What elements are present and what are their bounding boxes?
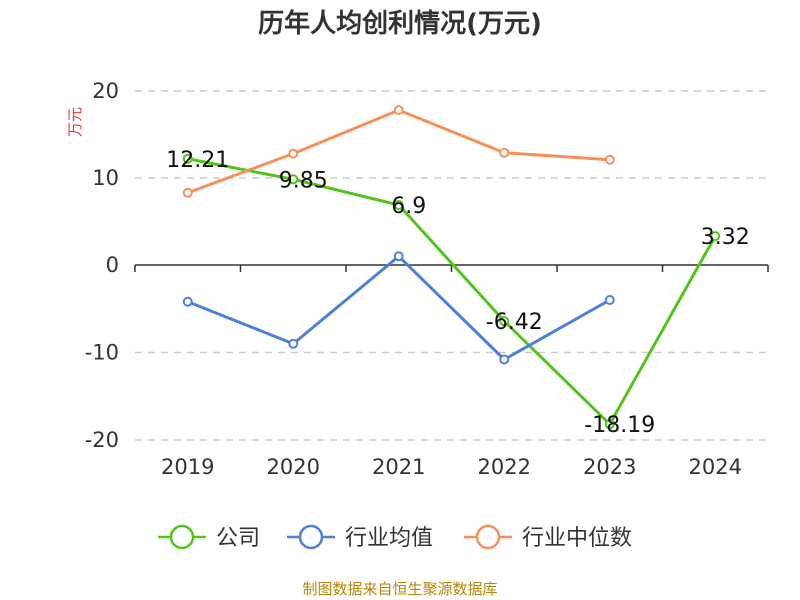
x-tick-label: 2022 (478, 455, 531, 479)
data-point (182, 187, 193, 198)
data-point (604, 154, 615, 165)
series-group (182, 105, 721, 430)
data-source: 制图数据来自恒生聚源数据库 (302, 580, 497, 598)
data-point (182, 296, 193, 307)
data-label: 12.21 (166, 148, 229, 173)
grid-lines (135, 90, 768, 441)
data-point (288, 174, 299, 185)
y-tick-label: 10 (92, 166, 119, 190)
y-axis-unit: 万元 (66, 107, 84, 137)
x-tick-label: 2020 (267, 455, 320, 479)
data-label: 6.9 (391, 194, 426, 219)
series-line (187, 254, 611, 361)
x-axis (134, 264, 769, 272)
data-point (499, 147, 510, 158)
data-label: 9.85 (279, 168, 328, 193)
x-tick-label: 2021 (372, 455, 425, 479)
x-tick-label: 2024 (689, 455, 742, 479)
series-line (187, 157, 717, 426)
y-tick-label: -10 (85, 341, 119, 365)
data-point (288, 338, 299, 349)
series-line (187, 108, 610, 195)
data-point (604, 295, 615, 305)
y-tick-label: 20 (92, 79, 119, 103)
y-tick-label: 0 (106, 253, 119, 277)
data-point (499, 354, 510, 365)
data-point (393, 251, 404, 262)
legend: 公司 行业均值 行业中位数 (158, 524, 632, 551)
data-point (288, 148, 299, 159)
data-labels: 12.21 9.85 6.9 -6.42 -18.19 3.32 (166, 148, 749, 438)
x-tick-label: 2023 (583, 455, 636, 479)
data-point (710, 231, 721, 242)
data-point (604, 419, 615, 430)
y-axis-ticks: 20 10 0 -10 -20 (85, 79, 119, 452)
data-label: -6.42 (486, 310, 543, 335)
legend-label: 公司 (216, 526, 260, 551)
data-point (499, 316, 510, 327)
legend-marker (298, 524, 324, 550)
legend-label: 行业均值 (345, 526, 433, 551)
data-label: -18.19 (584, 413, 655, 438)
chart-title: 历年人均创利情况(万元) (258, 8, 542, 39)
y-tick-label: -20 (85, 428, 119, 452)
data-point (182, 153, 193, 164)
legend-marker (475, 524, 501, 550)
data-point (393, 199, 404, 210)
data-point (393, 105, 404, 116)
x-axis-ticks: 2019 2020 2021 2022 2023 2024 (161, 455, 742, 479)
x-tick-label: 2019 (161, 455, 214, 479)
legend-label: 行业中位数 (522, 526, 632, 551)
legend-marker (169, 524, 195, 550)
data-label: 3.32 (701, 225, 750, 250)
